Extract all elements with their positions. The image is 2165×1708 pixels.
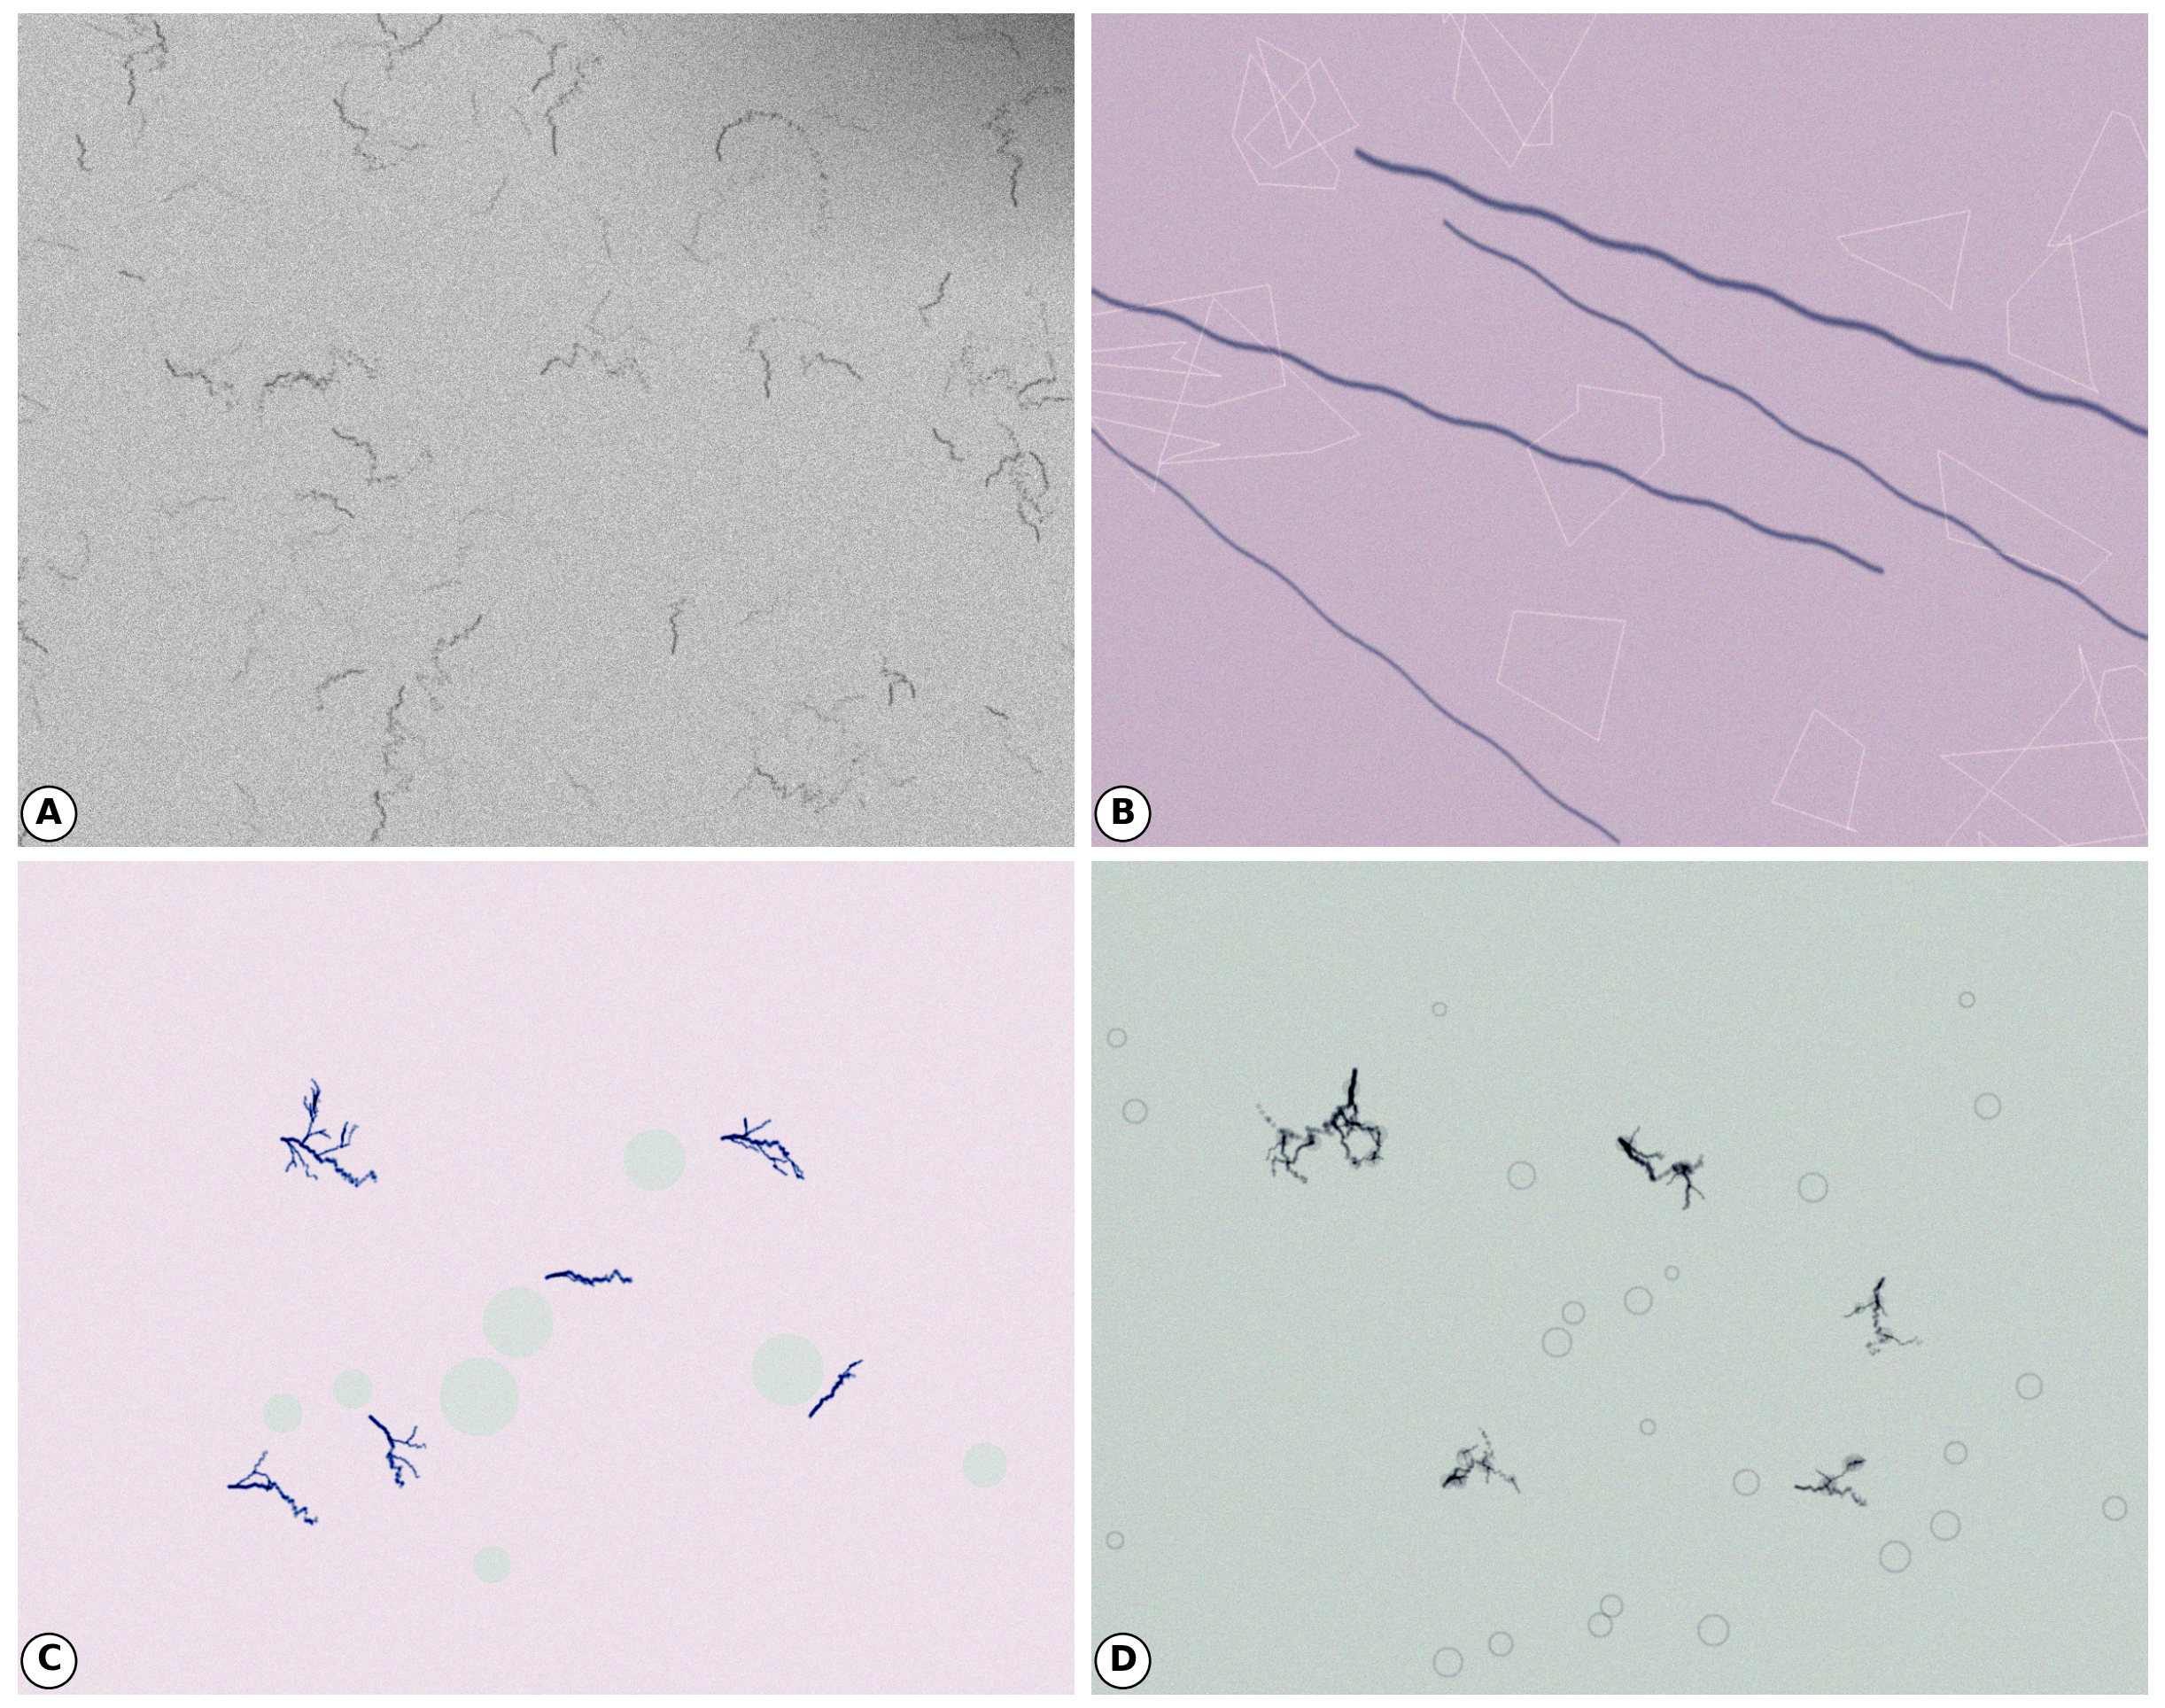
Text: B: B [1111,798,1137,830]
Text: C: C [37,1645,61,1677]
Text: A: A [35,798,63,830]
Text: D: D [1108,1645,1137,1677]
